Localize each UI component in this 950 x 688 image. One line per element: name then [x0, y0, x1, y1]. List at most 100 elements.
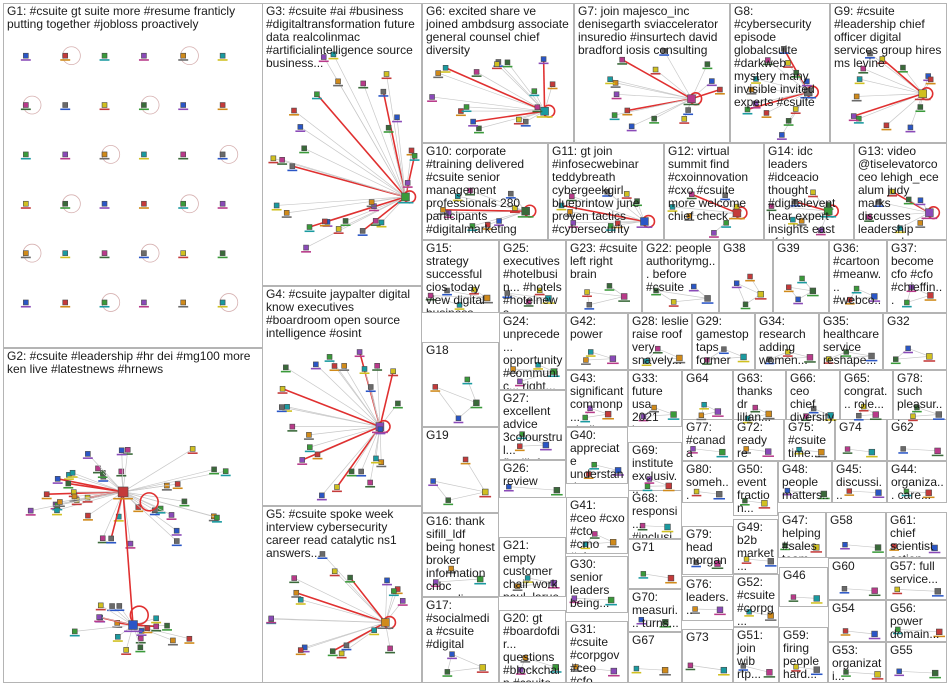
graph-node[interactable]	[552, 664, 559, 671]
graph-node[interactable]	[435, 70, 441, 76]
graph-node[interactable]	[607, 223, 614, 229]
graph-node[interactable]	[23, 102, 29, 108]
graph-node[interactable]	[372, 218, 379, 224]
graph-node[interactable]	[638, 616, 645, 623]
graph-node[interactable]	[433, 579, 439, 585]
graph-node[interactable]	[931, 544, 938, 552]
graph-node[interactable]	[467, 187, 473, 194]
graph-node[interactable]	[141, 250, 147, 256]
graph-node[interactable]	[806, 354, 814, 361]
graph-node[interactable]	[934, 588, 941, 595]
graph-node[interactable]	[690, 446, 696, 452]
graph-node[interactable]	[711, 230, 717, 236]
graph-node[interactable]	[62, 299, 69, 306]
graph-node[interactable]	[291, 575, 297, 581]
graph-node[interactable]	[391, 588, 397, 594]
graph-node[interactable]	[525, 299, 532, 305]
graph-node[interactable]	[714, 408, 722, 415]
graph-node[interactable]	[853, 285, 860, 292]
graph-node[interactable]	[214, 514, 220, 521]
graph-node[interactable]	[343, 642, 350, 649]
graph-node[interactable]	[57, 499, 63, 505]
graph-node[interactable]	[517, 443, 523, 449]
graph-node[interactable]	[141, 151, 147, 158]
graph-node[interactable]	[868, 352, 875, 360]
graph-node[interactable]	[504, 59, 511, 66]
graph-node[interactable]	[609, 539, 617, 546]
graph-node[interactable]	[445, 210, 452, 216]
graph-node[interactable]	[795, 296, 801, 303]
graph-node[interactable]	[27, 507, 34, 514]
graph-node[interactable]	[883, 122, 890, 129]
graph-node[interactable]	[874, 671, 881, 678]
graph-node[interactable]	[127, 540, 134, 547]
graph-node[interactable]	[743, 556, 750, 562]
graph-node[interactable]	[314, 91, 320, 98]
graph-node[interactable]	[910, 413, 916, 419]
graph-node[interactable]	[872, 411, 879, 418]
graph-node[interactable]	[71, 628, 78, 635]
graph-node[interactable]	[609, 355, 617, 362]
graph-node[interactable]	[95, 465, 101, 472]
graph-node[interactable]	[782, 542, 788, 549]
graph-node[interactable]	[23, 200, 29, 207]
graph-node[interactable]	[101, 102, 108, 108]
graph-node[interactable]	[624, 107, 631, 114]
graph-node[interactable]	[550, 368, 558, 375]
graph-node[interactable]	[810, 189, 816, 196]
graph-node[interactable]	[440, 207, 446, 213]
graph-node[interactable]	[752, 404, 758, 411]
graph-node[interactable]	[170, 637, 176, 644]
graph-node[interactable]	[219, 299, 226, 306]
graph-node[interactable]	[720, 666, 728, 674]
graph-node[interactable]	[640, 571, 647, 577]
graph-node[interactable]	[404, 180, 411, 186]
graph-node[interactable]	[108, 535, 114, 542]
graph-node[interactable]	[219, 102, 226, 108]
graph-node[interactable]	[299, 457, 305, 463]
graph-node[interactable]	[283, 364, 289, 371]
graph-node[interactable]	[164, 622, 170, 629]
graph-node[interactable]	[504, 290, 510, 296]
graph-node[interactable]	[510, 366, 516, 372]
graph-node[interactable]	[633, 665, 640, 672]
graph-node[interactable]	[373, 455, 379, 462]
graph-node[interactable]	[62, 151, 69, 158]
graph-node[interactable]	[745, 415, 751, 422]
graph-node[interactable]	[367, 479, 373, 486]
graph-node[interactable]	[456, 302, 463, 308]
graph-node[interactable]	[331, 568, 338, 575]
graph-node[interactable]	[356, 349, 363, 355]
graph-node[interactable]	[740, 663, 746, 669]
graph-node[interactable]	[744, 106, 751, 113]
graph-node[interactable]	[23, 52, 29, 59]
graph-node[interactable]	[860, 65, 866, 72]
graph-node[interactable]	[219, 250, 226, 256]
graph-node[interactable]	[582, 541, 589, 547]
graph-node[interactable]	[809, 287, 817, 295]
graph-node[interactable]	[925, 489, 932, 496]
graph-node[interactable]	[211, 466, 217, 473]
graph-node[interactable]	[153, 615, 159, 622]
graph-node[interactable]	[686, 213, 693, 219]
graph-node[interactable]	[115, 633, 121, 640]
graph-node[interactable]	[85, 451, 91, 457]
graph-node[interactable]	[342, 218, 349, 224]
graph-node[interactable]	[542, 441, 550, 449]
graph-node[interactable]	[306, 432, 312, 438]
graph-node[interactable]	[786, 284, 792, 290]
graph-node[interactable]	[378, 219, 385, 226]
graph-node[interactable]	[514, 583, 521, 589]
graph-node[interactable]	[279, 385, 286, 392]
graph-node[interactable]	[23, 250, 29, 256]
graph-node[interactable]	[746, 609, 752, 615]
graph-node[interactable]	[114, 620, 121, 626]
graph-node[interactable]	[545, 295, 552, 302]
graph-node[interactable]	[399, 598, 406, 604]
graph-node[interactable]	[319, 551, 326, 557]
graph-node[interactable]	[519, 431, 525, 437]
graph-node[interactable]	[462, 456, 469, 463]
graph-node[interactable]	[818, 227, 824, 234]
graph-node[interactable]	[314, 451, 321, 458]
graph-node[interactable]	[144, 625, 151, 632]
